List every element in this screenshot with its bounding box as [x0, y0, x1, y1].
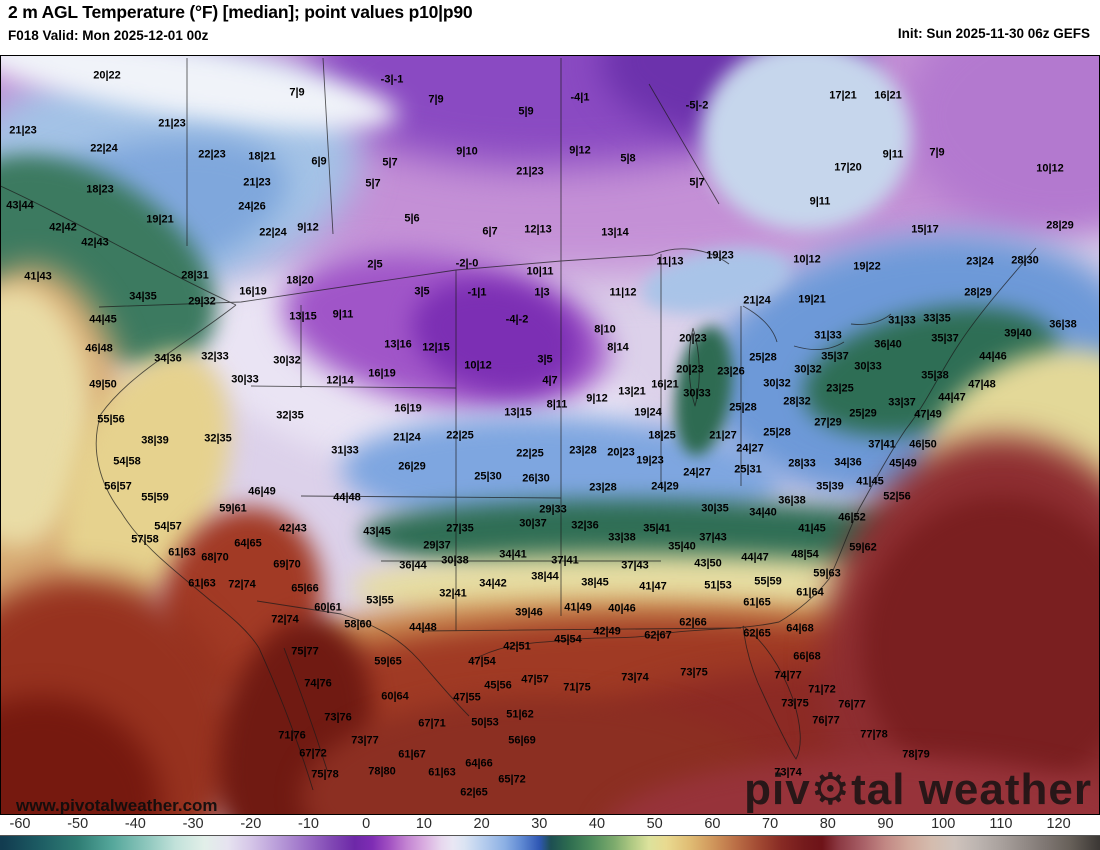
geographic-borders: [1, 57, 1037, 791]
shade-hudson-bay: [701, 56, 911, 231]
colorbar-tick: -40: [124, 816, 146, 832]
colorbar-tick: 20: [473, 816, 490, 832]
colorbar-tick: 10: [415, 816, 432, 832]
colorbar-footer: -60 -50 -40 -30 -20 -10 0 10 20 30 40 50 60 70 80 90 100…: [0, 815, 1100, 850]
watermark-url: www.pivotalweather.com: [16, 796, 218, 815]
page-title: 2 m AGL Temperature (°F) [median]; point…: [8, 2, 473, 22]
colorbar-tick: 110: [989, 816, 1013, 832]
colorbar-tick: -50: [67, 816, 89, 832]
colorbar-tick: 90: [877, 816, 894, 832]
gear-icon: ⚙: [810, 765, 852, 814]
colorbar-tick: 40: [588, 816, 606, 832]
logo-text-pre: piv: [744, 765, 811, 814]
colorbar-gradient: [0, 835, 1100, 850]
valid-time-label: F018 Valid: Mon 2025-12-01 00z: [8, 28, 209, 43]
colorbar-tick: -60: [9, 816, 31, 832]
colorbar-tick: -10: [298, 816, 319, 832]
colorbar-tick-labels: -60 -50 -40 -30 -20 -10 0 10 20 30 40 50 60 70 80 90 100…: [0, 816, 1100, 834]
init-time-label: Init: Sun 2025-11-30 06z GEFS: [897, 26, 1090, 41]
colorbar-tick: 100: [931, 816, 956, 832]
temperature-map-canvas[interactable]: [0, 55, 1100, 815]
colorbar-tick: -30: [182, 816, 204, 832]
colorbar-tick: 70: [762, 816, 779, 832]
colorbar-tick: 80: [819, 816, 836, 832]
colorbar-tick: 120: [1046, 816, 1071, 832]
colorbar-tick: -20: [240, 816, 262, 832]
map-header: 2 m AGL Temperature (°F) [median]; point…: [0, 0, 1100, 55]
colorbar-tick: 50: [646, 816, 663, 832]
colorbar-tick: 30: [531, 816, 548, 832]
logo-text-post: tal weather: [851, 765, 1092, 814]
shade-atlantic-dark: [861, 496, 1099, 796]
colorbar-tick: 0: [362, 816, 371, 832]
pivotal-weather-logo: piv⚙tal weather: [744, 768, 1092, 812]
colorbar-tick: 60: [704, 816, 721, 832]
